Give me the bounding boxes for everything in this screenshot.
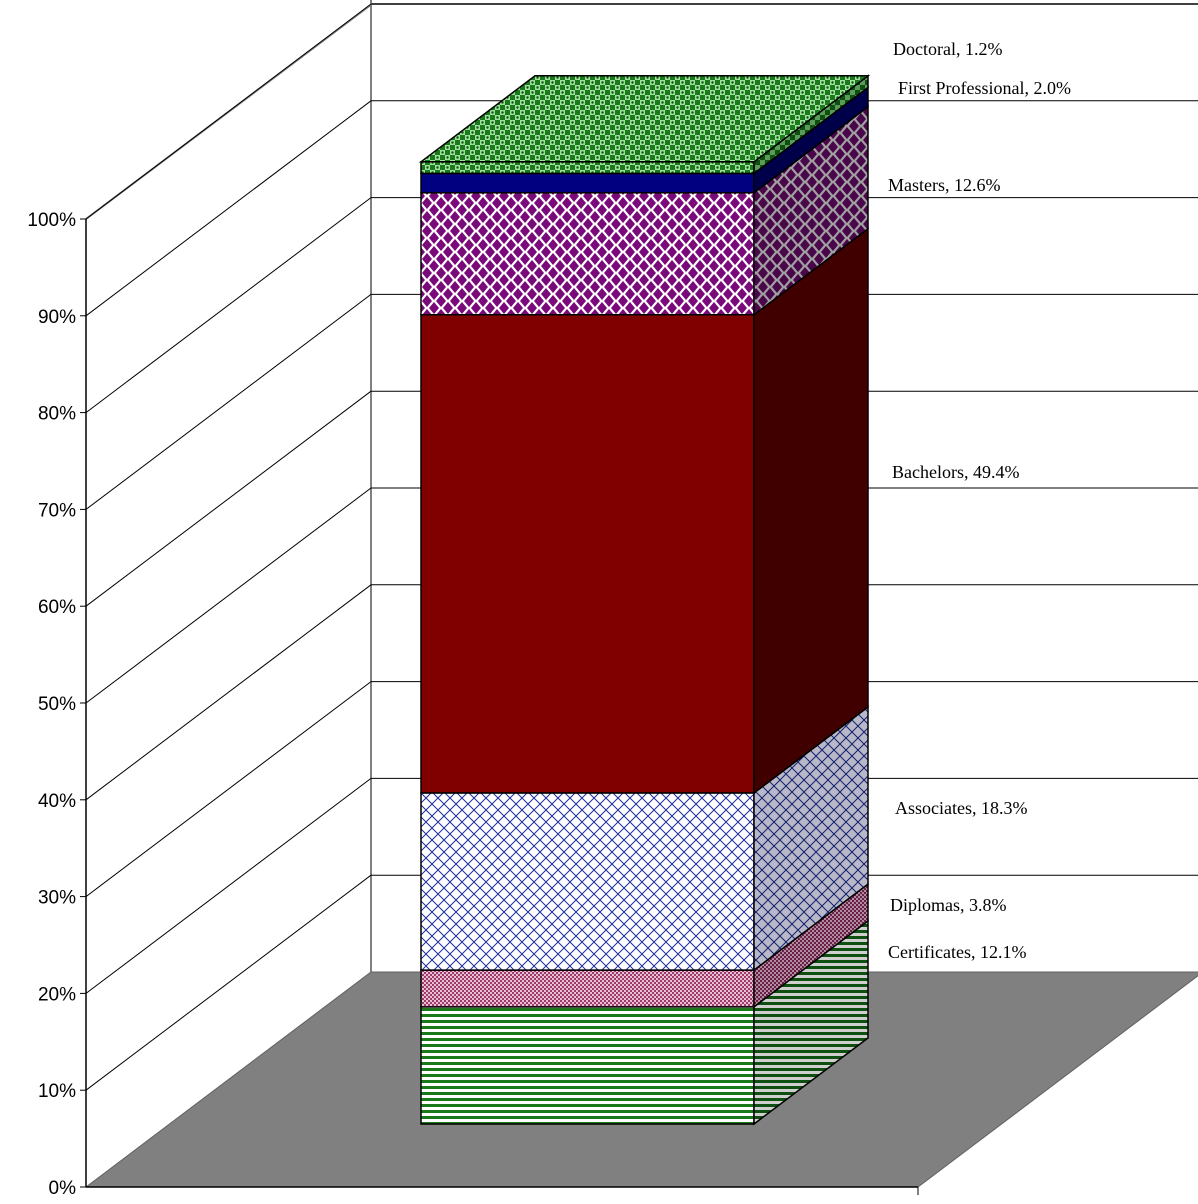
gridline-side <box>85 681 372 897</box>
gridline-side <box>85 874 372 1091</box>
gridline-side <box>85 294 372 510</box>
data-label-diplomas: Diplomas, 3.8% <box>890 895 1007 915</box>
bar-front-bachelors <box>420 314 755 794</box>
bar-front-masters <box>420 192 755 316</box>
y-tick-label: 0% <box>49 1178 77 1199</box>
data-label-doctoral: Doctoral, 1.2% <box>893 39 1002 59</box>
bar-top-doctoral <box>418 75 871 163</box>
y-tick-label: 10% <box>38 1081 76 1102</box>
gridline-side <box>85 3 372 220</box>
y-tick-label: 90% <box>38 307 76 328</box>
gridline-side <box>85 778 372 994</box>
bar-front-associates <box>420 792 755 971</box>
stacked-bar <box>418 74 871 1126</box>
data-label-certificates: Certificates, 12.1% <box>888 942 1026 962</box>
y-tick-label: 30% <box>38 888 76 909</box>
y-tick-label: 100% <box>27 210 76 231</box>
bar-side-bachelors <box>753 227 869 795</box>
bar-front-diplomas <box>420 969 755 1008</box>
gridline-side <box>85 390 372 607</box>
value-axis: 0% 10% 20% 30% 40% 50% 60% 70% 80% 90% 100% <box>27 210 919 1199</box>
y-tick-label: 70% <box>38 500 76 521</box>
y-tick-label: 40% <box>38 791 76 812</box>
gridline-side <box>85 487 372 704</box>
gridline-side <box>85 584 372 801</box>
y-tick-label: 80% <box>38 404 76 425</box>
y-tick-label: 50% <box>38 694 76 715</box>
y-tick-label: 60% <box>38 597 76 618</box>
y-tick-label: 20% <box>38 984 76 1005</box>
data-label-first-professional: First Professional, 2.0% <box>898 78 1071 98</box>
bar-front-doctoral <box>420 161 755 175</box>
data-label-bachelors: Bachelors, 49.4% <box>892 462 1019 482</box>
data-label-masters: Masters, 12.6% <box>888 175 1000 195</box>
segment-labels: Certificates, 12.1% Diplomas, 3.8% Associa… <box>888 39 1071 962</box>
bar-front-certificates <box>420 1006 755 1125</box>
gridline-side <box>85 197 372 413</box>
bar-front-first-professional <box>420 172 755 194</box>
data-label-associates: Associates, 18.3% <box>895 798 1027 818</box>
gridline-side <box>85 100 372 317</box>
